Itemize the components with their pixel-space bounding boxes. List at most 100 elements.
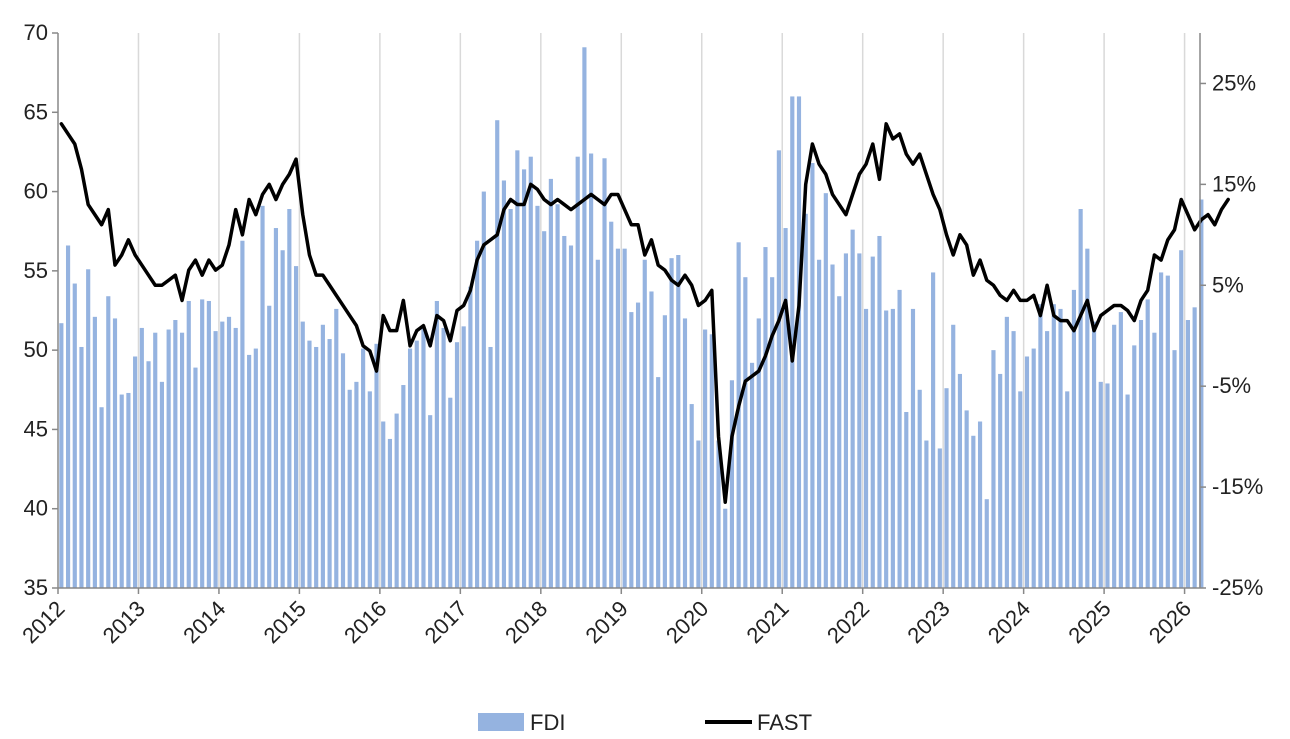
fdi-bar xyxy=(770,277,775,588)
fdi-bar xyxy=(1145,299,1150,588)
fdi-bar xyxy=(327,339,332,588)
legend: FDI FAST xyxy=(478,710,812,735)
right-tick-label: -15% xyxy=(1212,474,1263,499)
fdi-bar xyxy=(656,377,661,588)
fdi-bar xyxy=(1199,199,1204,588)
fdi-bar xyxy=(401,385,406,588)
fdi-bar xyxy=(622,248,627,588)
fdi-bar xyxy=(273,228,279,589)
fdi-bar xyxy=(595,259,600,588)
fdi-bar xyxy=(575,156,580,588)
fdi-bar xyxy=(582,47,587,588)
fdi-bar xyxy=(971,435,976,588)
fdi-bar xyxy=(924,440,929,588)
fdi-bar xyxy=(703,329,708,588)
fdi-bar xyxy=(407,348,413,588)
x-axis-ticks: 2012 2013 2014 2015 2016 2017 2018 2019 2020 2021… xyxy=(17,588,1196,648)
fdi-bar xyxy=(857,253,862,588)
fdi-bar xyxy=(220,321,225,588)
fdi-bar xyxy=(1118,312,1123,588)
legend-fast-label: FAST xyxy=(757,710,812,735)
fdi-bar xyxy=(944,388,949,588)
fdi-bar xyxy=(669,258,674,588)
fdi-bar xyxy=(763,247,768,588)
fdi-bar xyxy=(830,264,835,588)
x-tick-label: 2014 xyxy=(178,596,230,648)
fdi-bar xyxy=(206,300,211,588)
right-tick-label: 15% xyxy=(1212,171,1256,196)
x-tick-label: 2026 xyxy=(1144,596,1196,648)
fdi-bar xyxy=(555,204,560,588)
x-tick-label: 2024 xyxy=(983,596,1035,648)
left-axis-ticks: 35 40 45 50 55 60 65 70 xyxy=(24,20,58,600)
fdi-bar xyxy=(615,248,621,588)
fdi-bar xyxy=(314,346,319,588)
fdi-bar xyxy=(481,191,486,588)
fdi-bar xyxy=(803,213,808,588)
fdi-bar xyxy=(146,361,151,588)
fdi-bar xyxy=(716,440,721,588)
fdi-bar xyxy=(964,410,969,588)
fdi-bar xyxy=(823,193,828,588)
fdi-bar xyxy=(186,300,191,588)
fdi-bar xyxy=(233,327,238,588)
fdi-bar xyxy=(213,331,218,588)
fdi-bar xyxy=(931,272,936,588)
fdi-bar xyxy=(72,283,77,588)
fdi-bar xyxy=(783,228,788,589)
fdi-bar xyxy=(1179,250,1184,589)
fdi-bar xyxy=(1038,304,1043,588)
fdi-bar xyxy=(1152,332,1157,588)
fdi-bar xyxy=(649,291,654,588)
fdi-bar xyxy=(441,327,446,588)
fdi-bar xyxy=(260,205,265,588)
left-tick-label: 60 xyxy=(24,179,48,204)
left-tick-label: 70 xyxy=(24,20,48,45)
right-tick-label: -5% xyxy=(1212,373,1251,398)
fdi-bar xyxy=(334,308,339,588)
fdi-bar xyxy=(1071,289,1077,588)
fdi-bar xyxy=(240,240,245,589)
fdi-bar xyxy=(635,302,641,588)
fdi-bar xyxy=(139,327,144,588)
fdi-bar xyxy=(991,350,996,588)
fdi-bar xyxy=(1058,308,1063,588)
fdi-bar xyxy=(340,353,346,588)
fdi-bar xyxy=(461,326,466,588)
fdi-bar xyxy=(488,346,493,588)
fdi-bar xyxy=(86,269,91,588)
fdi-bar xyxy=(200,299,205,588)
x-tick-label: 2015 xyxy=(259,596,311,648)
fdi-bar xyxy=(749,362,755,588)
fdi-bar xyxy=(709,334,714,588)
fdi-bar xyxy=(548,178,553,588)
fdi-bar xyxy=(790,96,795,589)
fdi-bar xyxy=(1004,316,1009,588)
fdi-bar xyxy=(984,499,989,588)
right-axis-ticks: -25% -15% -5% 5% 15% 25% xyxy=(1200,70,1263,600)
fdi-bar xyxy=(347,389,352,588)
fdi-bar xyxy=(951,324,956,588)
fdi-bar xyxy=(428,415,433,588)
fdi-bar xyxy=(1031,348,1036,588)
fdi-bar xyxy=(776,150,781,588)
fdi-bar xyxy=(1098,381,1103,588)
legend-fdi-label: FDI xyxy=(530,710,565,735)
fdi-bar xyxy=(863,308,869,588)
fdi-bar xyxy=(810,163,815,588)
fdi-bar xyxy=(387,438,393,588)
fdi-bar xyxy=(1024,356,1030,588)
fdi-bar xyxy=(1192,307,1197,588)
fdi-bar xyxy=(890,308,895,588)
fdi-bar xyxy=(1018,391,1023,588)
legend-fdi-swatch xyxy=(478,713,524,731)
fdi-bar xyxy=(253,348,258,588)
right-tick-label: 5% xyxy=(1212,272,1244,297)
fdi-bar xyxy=(173,320,178,588)
fdi-bar xyxy=(354,381,359,588)
fdi-bar xyxy=(535,205,540,588)
fdi-bar xyxy=(1011,331,1016,588)
fdi-bar xyxy=(1045,331,1050,588)
fdi-bar xyxy=(542,231,547,588)
right-tick-label: -25% xyxy=(1212,575,1263,600)
